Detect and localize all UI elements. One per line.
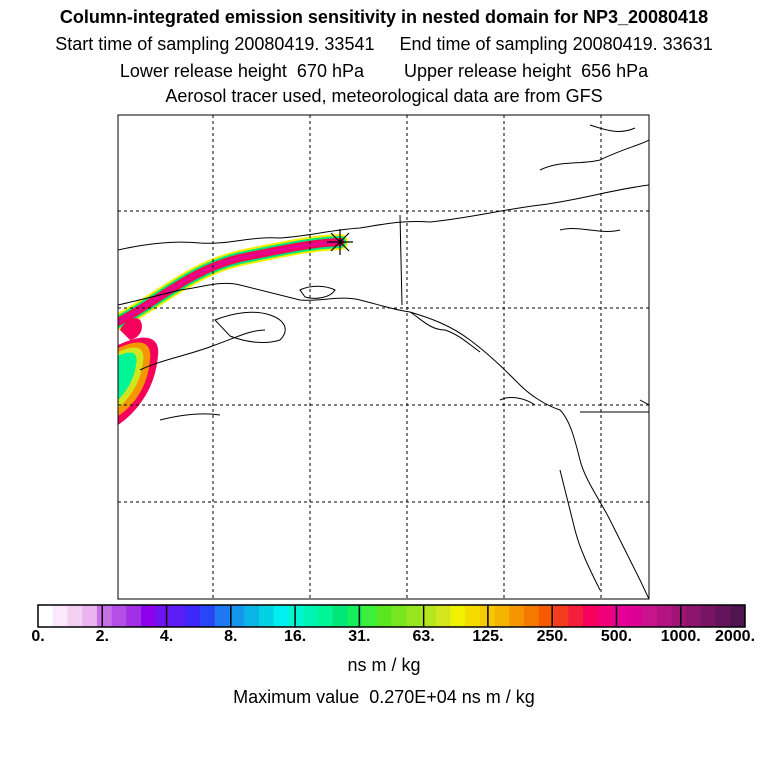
sampling-times: Start time of sampling 20080419. 33541 E… [55,34,713,54]
colorbar-tick-label: 31. [348,628,371,645]
plot-title: Column-integrated emission sensitivity i… [59,7,709,27]
colorbar-tick-label: 16. [283,628,307,645]
maximum-value: Maximum value 0.270E+04 ns m / kg [233,687,535,707]
map-frame [117,114,650,600]
colorbar-tick-label: 500. [600,628,633,645]
colorbar-tick-label: 63. [412,628,435,645]
map-panel [117,114,650,600]
graticule [118,115,649,599]
coastlines [118,124,649,599]
colorbar-tick-label: 8. [224,628,238,645]
colorbar-tick-label: 125. [472,628,504,645]
colorbar-tick-label: 0. [31,628,45,645]
release-heights: Lower release height 670 hPa Upper relea… [119,61,649,81]
release-site-star [327,229,353,255]
colorbar-tick-label: 250. [536,628,568,645]
tracer-info: Aerosol tracer used, meteorological data… [165,86,603,106]
colorbar-tick-label: 4. [159,628,174,645]
colorbar-tick-label: 2000. [714,628,756,645]
colorbar-tick-label: 1000. [660,628,701,645]
colorbar-units: ns m / kg [347,655,421,675]
map-background [118,115,649,599]
emission-sensitivity-plume [118,234,348,425]
colorbar-tick-label: 2. [95,628,109,645]
